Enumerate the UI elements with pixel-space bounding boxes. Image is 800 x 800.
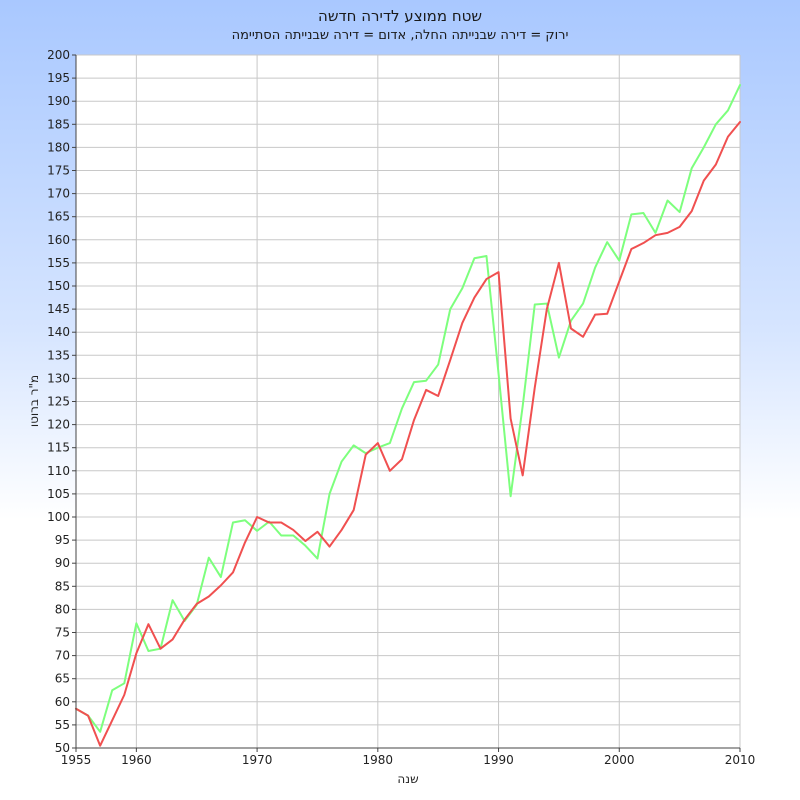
x-tick-label: 1990 — [483, 753, 514, 767]
y-tick-label: 65 — [55, 672, 70, 686]
x-tick-label: 2010 — [725, 753, 756, 767]
y-tick-label: 130 — [47, 371, 70, 385]
x-axis-label: שנה — [397, 772, 418, 786]
y-tick-label: 60 — [55, 695, 70, 709]
y-tick-label: 145 — [47, 302, 70, 316]
y-tick-label: 75 — [55, 626, 70, 640]
y-tick-label: 95 — [55, 533, 70, 547]
y-tick-label: 70 — [55, 649, 70, 663]
y-tick-label: 135 — [47, 348, 70, 362]
y-tick-label: 105 — [47, 487, 70, 501]
y-tick-label: 85 — [55, 579, 70, 593]
x-tick-label: 1960 — [121, 753, 152, 767]
y-tick-label: 80 — [55, 602, 70, 616]
y-tick-label: 125 — [47, 395, 70, 409]
y-tick-label: 55 — [55, 718, 70, 732]
y-tick-label: 155 — [47, 256, 70, 270]
y-tick-label: 170 — [47, 187, 70, 201]
y-tick-label: 160 — [47, 233, 70, 247]
x-tick-label: 2000 — [604, 753, 635, 767]
y-tick-label: 175 — [47, 164, 70, 178]
tick-layer: 50 55 60 65 70 75 80 85 90 95 100 105 110 115 120 125 13… — [47, 48, 755, 767]
y-tick-label: 195 — [47, 71, 70, 85]
x-tick-label: 1970 — [242, 753, 273, 767]
y-tick-label: 180 — [47, 140, 70, 154]
chart-subtitle: ירוק = דירה שבנייתה החלה, אדום = דירה שב… — [232, 28, 569, 43]
y-tick-label: 110 — [47, 464, 70, 478]
y-tick-label: 100 — [47, 510, 70, 524]
y-tick-label: 200 — [47, 48, 70, 62]
series-line-red — [75, 120, 741, 747]
chart-title: שטח ממוצע לדירה חדשה — [318, 7, 482, 25]
y-tick-label: 185 — [47, 117, 70, 131]
y-tick-label: 140 — [47, 325, 70, 339]
x-tick-label: 1955 — [61, 753, 92, 767]
y-tick-label: 120 — [47, 418, 70, 432]
y-tick-label: 115 — [47, 441, 70, 455]
y-tick-label: 90 — [55, 556, 70, 570]
series-layer — [75, 84, 741, 747]
y-tick-label: 150 — [47, 279, 70, 293]
y-tick-label: 165 — [47, 210, 70, 224]
grid-layer — [76, 54, 741, 748]
y-axis-label: מ"ר ברוטו — [27, 375, 41, 427]
y-tick-label: 50 — [55, 741, 70, 755]
x-tick-label: 1980 — [363, 753, 394, 767]
y-tick-label: 190 — [47, 94, 70, 108]
